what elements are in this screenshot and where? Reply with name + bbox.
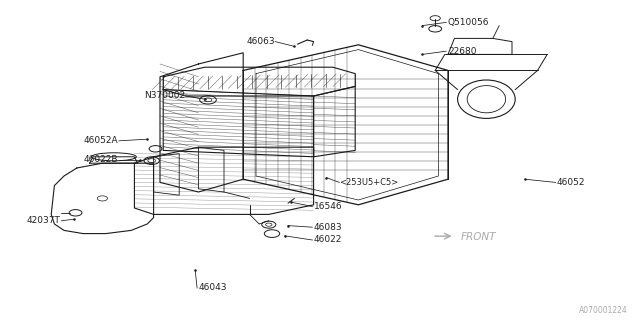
Text: 46052: 46052 (557, 178, 586, 187)
Text: 46022: 46022 (314, 236, 342, 244)
Text: 46022B: 46022B (84, 156, 118, 164)
Text: A070001224: A070001224 (579, 306, 627, 315)
Text: 46052A: 46052A (84, 136, 118, 145)
Text: <253U5+C5>: <253U5+C5> (339, 178, 399, 187)
Text: FRONT: FRONT (461, 232, 496, 242)
Text: Q510056: Q510056 (448, 18, 490, 27)
Text: 42037T: 42037T (27, 216, 61, 225)
Text: 22680: 22680 (448, 47, 477, 56)
Text: 46043: 46043 (198, 284, 227, 292)
Text: N370002: N370002 (145, 92, 186, 100)
Text: 46083: 46083 (314, 223, 342, 232)
Text: 46063: 46063 (246, 37, 275, 46)
Text: 16546: 16546 (314, 202, 342, 211)
